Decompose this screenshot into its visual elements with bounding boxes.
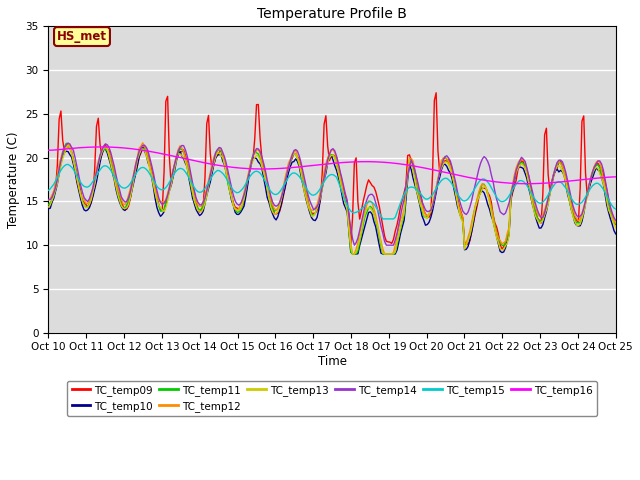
TC_temp14 <box>448 165 456 170</box>
Line: TC_temp15: TC_temp15 <box>49 165 616 219</box>
TC_temp13 <box>514 165 522 171</box>
TC_temp10 <box>349 251 356 257</box>
TC_temp11 <box>63 141 70 146</box>
TC_temp16 <box>512 180 520 186</box>
Line: TC_temp12: TC_temp12 <box>49 143 616 254</box>
TC_temp12 <box>45 197 52 203</box>
TC_temp13 <box>64 143 72 148</box>
TC_temp09 <box>45 202 52 207</box>
TC_temp13 <box>340 195 348 201</box>
X-axis label: Time: Time <box>317 355 347 368</box>
TC_temp16 <box>612 174 620 180</box>
TC_temp09 <box>432 90 440 96</box>
TC_temp10 <box>456 209 463 215</box>
Legend: TC_temp09, TC_temp10, TC_temp11, TC_temp12, TC_temp13, TC_temp14, TC_temp15, TC_: TC_temp09, TC_temp10, TC_temp11, TC_temp… <box>67 381 597 416</box>
TC_temp15 <box>340 194 348 200</box>
TC_temp11 <box>45 202 52 207</box>
TC_temp15 <box>612 206 620 212</box>
Text: HS_met: HS_met <box>57 30 107 43</box>
TC_temp09 <box>546 189 554 195</box>
Line: TC_temp13: TC_temp13 <box>49 145 616 254</box>
TC_temp14 <box>45 197 52 203</box>
TC_temp16 <box>98 144 106 150</box>
TC_temp09 <box>498 247 506 252</box>
TC_temp14 <box>612 217 620 223</box>
Line: TC_temp16: TC_temp16 <box>49 147 616 184</box>
TC_temp13 <box>128 186 136 192</box>
TC_temp14 <box>546 187 554 193</box>
Y-axis label: Temperature (C): Temperature (C) <box>7 131 20 228</box>
TC_temp16 <box>454 172 461 178</box>
TC_temp10 <box>546 191 554 196</box>
TC_temp09 <box>514 167 522 173</box>
TC_temp10 <box>127 195 134 201</box>
TC_temp15 <box>514 179 522 185</box>
TC_temp15 <box>128 178 136 183</box>
TC_temp11 <box>128 182 136 188</box>
TC_temp13 <box>612 225 620 231</box>
TC_temp10 <box>448 176 456 182</box>
Line: TC_temp09: TC_temp09 <box>49 93 616 250</box>
TC_temp13 <box>546 192 554 197</box>
Line: TC_temp14: TC_temp14 <box>49 143 616 245</box>
TC_temp11 <box>448 171 456 177</box>
TC_temp10 <box>612 231 620 237</box>
TC_temp14 <box>351 242 358 248</box>
TC_temp12 <box>139 140 147 146</box>
TC_temp15 <box>64 162 72 168</box>
TC_temp11 <box>340 193 348 199</box>
TC_temp14 <box>340 183 348 189</box>
TC_temp16 <box>447 171 454 177</box>
TC_temp09 <box>454 194 461 200</box>
Line: TC_temp11: TC_temp11 <box>49 144 616 254</box>
TC_temp11 <box>612 221 620 227</box>
TC_temp14 <box>456 196 463 202</box>
TC_temp16 <box>128 146 136 152</box>
TC_temp14 <box>64 140 72 146</box>
TC_temp12 <box>127 186 134 192</box>
TC_temp09 <box>447 160 454 166</box>
TC_temp14 <box>514 163 522 168</box>
TC_temp11 <box>456 208 463 214</box>
TC_temp15 <box>448 181 456 187</box>
TC_temp16 <box>546 180 554 186</box>
TC_temp09 <box>338 178 346 183</box>
TC_temp10 <box>139 145 147 151</box>
TC_temp12 <box>612 220 620 226</box>
TC_temp12 <box>456 205 463 211</box>
TC_temp12 <box>448 170 456 176</box>
TC_temp09 <box>127 196 134 202</box>
TC_temp13 <box>349 251 356 257</box>
TC_temp12 <box>349 251 356 257</box>
TC_temp16 <box>523 181 531 187</box>
TC_temp13 <box>45 204 52 210</box>
TC_temp13 <box>448 173 456 179</box>
TC_temp12 <box>514 160 522 166</box>
TC_temp11 <box>514 162 522 168</box>
TC_temp13 <box>456 209 463 215</box>
TC_temp15 <box>379 216 387 222</box>
TC_temp10 <box>514 164 522 170</box>
TC_temp15 <box>45 187 52 193</box>
TC_temp12 <box>546 187 554 193</box>
TC_temp15 <box>546 189 554 194</box>
TC_temp12 <box>340 192 348 197</box>
TC_temp15 <box>456 194 463 200</box>
TC_temp11 <box>546 189 554 195</box>
TC_temp14 <box>128 180 136 186</box>
Line: TC_temp10: TC_temp10 <box>49 148 616 254</box>
TC_temp09 <box>612 222 620 228</box>
TC_temp11 <box>349 251 356 257</box>
TC_temp10 <box>340 201 348 206</box>
TC_temp16 <box>340 160 348 166</box>
TC_temp16 <box>45 147 52 153</box>
Title: Temperature Profile B: Temperature Profile B <box>257 7 407 21</box>
TC_temp10 <box>45 206 52 212</box>
